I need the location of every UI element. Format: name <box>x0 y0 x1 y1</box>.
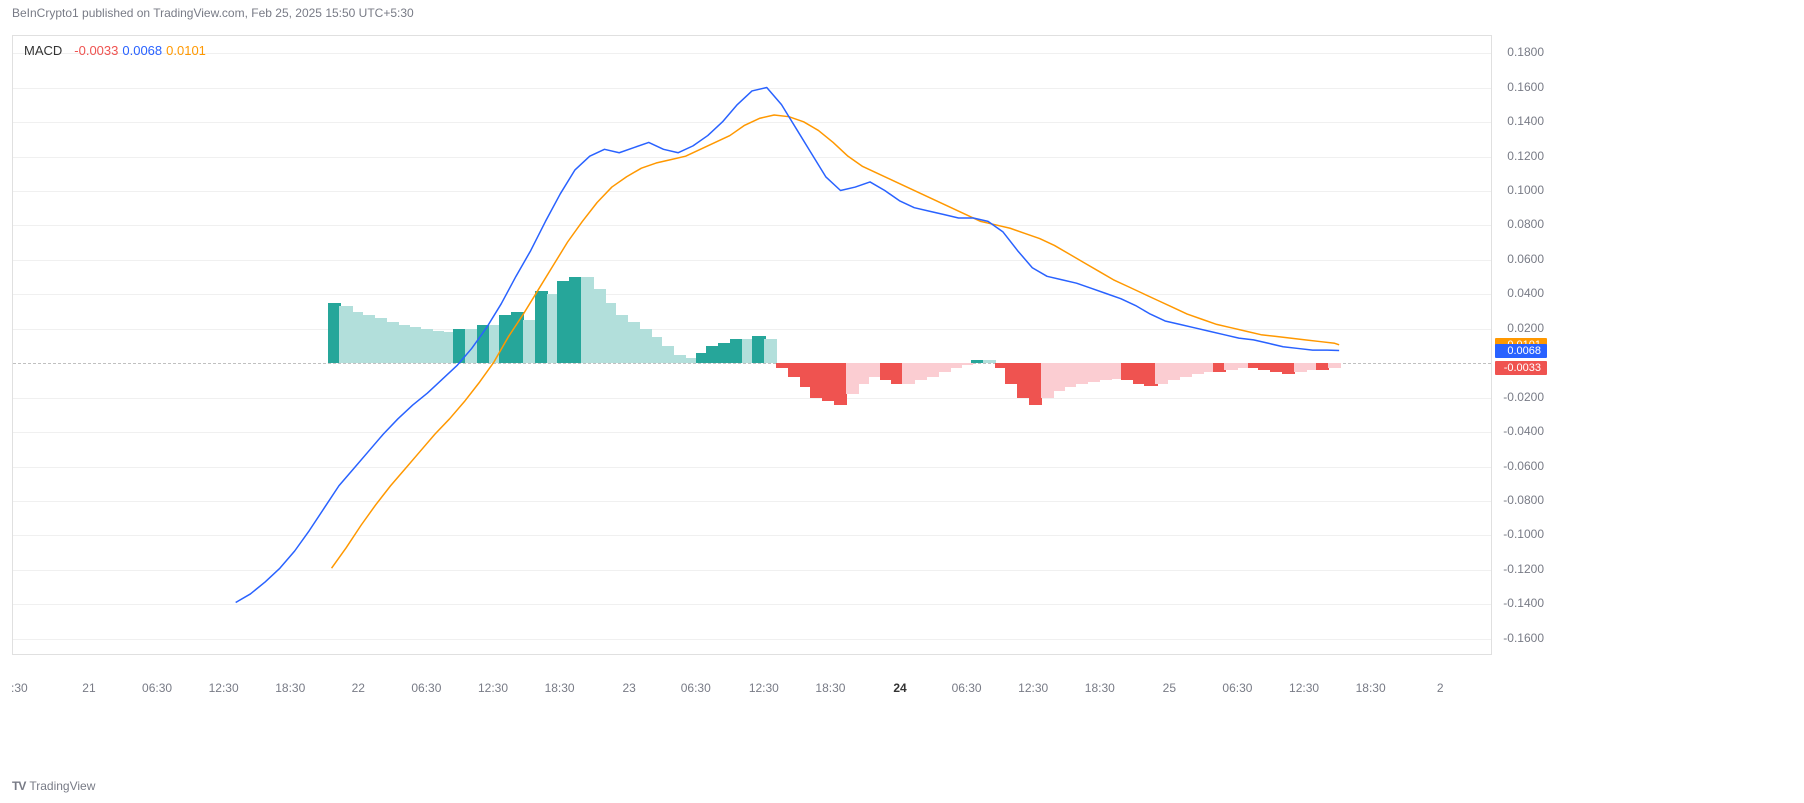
macd-chart[interactable] <box>12 35 1492 655</box>
x-tick-label: 12:30 <box>209 681 239 695</box>
x-tick-label: 12:30 <box>749 681 779 695</box>
x-tick-label: 23 <box>622 681 635 695</box>
tradingview-label: TradingView <box>29 779 95 793</box>
x-tick-label: 18:30 <box>275 681 305 695</box>
x-tick-label: 18:30 <box>1085 681 1115 695</box>
indicator-name: MACD <box>24 43 62 58</box>
y-tick-label: 0.1400 <box>1496 114 1544 128</box>
y-tick-label: -0.0600 <box>1496 459 1544 473</box>
x-tick-label: :30 <box>11 681 28 695</box>
x-tick-label: 06:30 <box>142 681 172 695</box>
y-tick-label: 0.0600 <box>1496 252 1544 266</box>
x-tick-label: 18:30 <box>1356 681 1386 695</box>
y-axis-badge: 0.0068 <box>1495 344 1547 358</box>
indicator-legend: MACD -0.0033 0.0068 0.0101 <box>24 43 210 58</box>
y-tick-label: 0.1800 <box>1496 45 1544 59</box>
chart-lines <box>13 36 1491 654</box>
x-tick-label: 24 <box>893 681 906 695</box>
x-tick-label: 22 <box>352 681 365 695</box>
publish-info: BeInCrypto1 published on TradingView.com… <box>12 6 414 20</box>
x-tick-label: 06:30 <box>411 681 441 695</box>
legend-value: -0.0033 <box>74 43 118 58</box>
y-tick-label: -0.1400 <box>1496 596 1544 610</box>
legend-value: 0.0101 <box>166 43 206 58</box>
x-tick-label: 18:30 <box>545 681 575 695</box>
y-tick-label: -0.1200 <box>1496 562 1544 576</box>
y-tick-label: 0.1200 <box>1496 149 1544 163</box>
x-tick-label: 18:30 <box>815 681 845 695</box>
y-axis: 0.1800 0.1600 0.1400 0.1200 0.1000 0.0800 0.06… <box>1492 35 1792 655</box>
signal-line <box>332 115 1340 568</box>
x-tick-label: 25 <box>1163 681 1176 695</box>
x-tick-label: 12:30 <box>1289 681 1319 695</box>
y-tick-label: -0.1000 <box>1496 527 1544 541</box>
y-tick-label: 0.0200 <box>1496 321 1544 335</box>
x-tick-label: 12:30 <box>478 681 508 695</box>
y-tick-label: -0.0400 <box>1496 424 1544 438</box>
x-tick-label: 06:30 <box>681 681 711 695</box>
x-tick-label: 06:30 <box>952 681 982 695</box>
x-axis: :30 21 06:30 12:30 18:30 22 06:30 12:30 18:30 23 0… <box>12 673 1492 703</box>
x-tick-label: 2 <box>1437 681 1444 695</box>
y-tick-label: -0.0800 <box>1496 493 1544 507</box>
y-tick-label: 0.1000 <box>1496 183 1544 197</box>
x-tick-label: 06:30 <box>1222 681 1252 695</box>
y-tick-label: 0.1600 <box>1496 80 1544 94</box>
y-tick-label: 0.0800 <box>1496 217 1544 231</box>
legend-value: 0.0068 <box>122 43 162 58</box>
macd-line <box>236 88 1339 603</box>
y-axis-badge: -0.0033 <box>1495 361 1547 375</box>
y-tick-label: -0.1600 <box>1496 631 1544 645</box>
y-tick-label: 0.0400 <box>1496 286 1544 300</box>
tradingview-logo-icon: TV <box>12 779 25 793</box>
tradingview-attribution: TV TradingView <box>12 779 95 793</box>
x-tick-label: 21 <box>82 681 95 695</box>
y-tick-label: -0.0200 <box>1496 390 1544 404</box>
x-tick-label: 12:30 <box>1018 681 1048 695</box>
